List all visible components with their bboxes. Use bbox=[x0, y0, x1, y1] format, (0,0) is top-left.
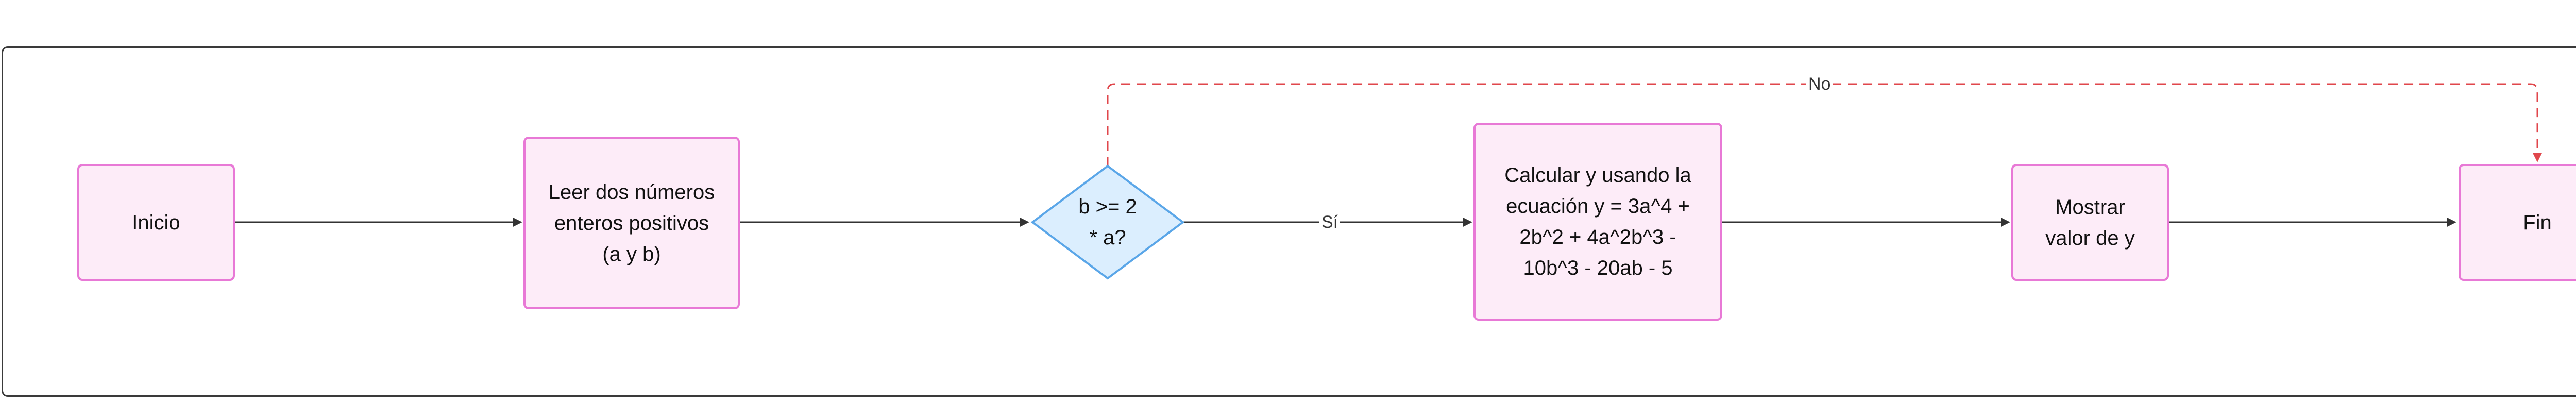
edge-decision-fin-no bbox=[1107, 83, 2542, 166]
edge-label-si: Sí bbox=[1319, 212, 1341, 232]
diagram-frame bbox=[2, 46, 2576, 397]
node-leer: Leer dos números enteros positivos (a y … bbox=[523, 137, 740, 309]
decision-diamond bbox=[1030, 164, 1185, 280]
node-fin-label: Fin bbox=[2523, 211, 2552, 234]
edge-label-no: No bbox=[1806, 74, 1833, 94]
node-inicio: Inicio bbox=[77, 164, 235, 281]
node-mostrar: Mostrar valor de y bbox=[2011, 164, 2169, 281]
node-fin: Fin bbox=[2459, 164, 2576, 281]
node-decision-label: b >= 2 * a? bbox=[1078, 195, 1137, 249]
node-leer-label: Leer dos números enteros positivos (a y … bbox=[548, 180, 715, 265]
node-decision: b >= 2 * a? bbox=[1046, 181, 1170, 263]
node-calcular: Calcular y usando la ecuación y = 3a^4 +… bbox=[1473, 123, 1722, 321]
node-calcular-label: Calcular y usando la ecuación y = 3a^4 +… bbox=[1504, 164, 1691, 279]
node-mostrar-label: Mostrar valor de y bbox=[2045, 195, 2135, 250]
node-inicio-label: Inicio bbox=[132, 211, 180, 234]
